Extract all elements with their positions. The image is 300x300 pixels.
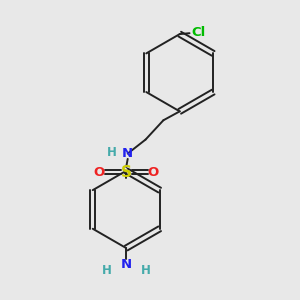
Text: S: S <box>121 165 132 180</box>
Text: H: H <box>106 146 116 159</box>
Text: N: N <box>122 147 133 160</box>
Text: H: H <box>141 265 151 278</box>
Text: N: N <box>121 258 132 271</box>
Text: O: O <box>147 166 159 179</box>
Text: O: O <box>94 166 105 179</box>
Text: Cl: Cl <box>192 26 206 39</box>
Text: H: H <box>102 265 112 278</box>
